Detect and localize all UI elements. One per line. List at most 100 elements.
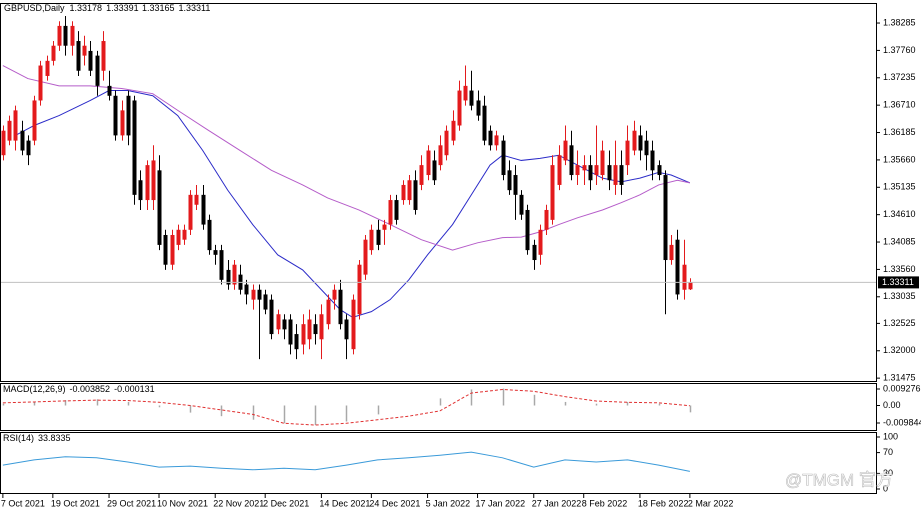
y-tick-label: 1.34085: [883, 236, 916, 246]
candle-body: [682, 264, 687, 290]
candle-body: [282, 319, 287, 330]
open-value: 1.33178: [70, 3, 103, 13]
candle-body: [388, 200, 393, 225]
x-tick-label: 19 Oct 2021: [51, 498, 100, 508]
last-price-tag: [878, 276, 919, 289]
candle-body: [613, 165, 618, 185]
candle-body: [269, 299, 274, 335]
candle-body: [13, 110, 18, 141]
candle-body: [251, 289, 256, 300]
y-tick-label: 1.35135: [883, 182, 916, 192]
candle-body: [319, 314, 324, 340]
x-tick-label: 5 Jan 2022: [426, 498, 471, 508]
candle-body: [544, 209, 549, 230]
x-tick-label: 14 Dec 2021: [319, 498, 370, 508]
y-tick-label: 1.36710: [883, 100, 916, 110]
candle-body: [219, 250, 224, 280]
candle-body: [482, 105, 487, 141]
price-header: GBPUSD,Daily 1.33178 1.33391 1.33165 1.33311: [4, 3, 210, 13]
x-tick-label: 7 Oct 2021: [1, 498, 45, 508]
candle-body: [51, 45, 56, 61]
candle-body: [332, 289, 337, 300]
x-tick-label: 2 Dec 2021: [263, 498, 309, 508]
candle-body: [550, 165, 555, 220]
y-tick-label: 1.37760: [883, 45, 916, 55]
candle-body: [120, 110, 125, 136]
close-value: 1.33311: [178, 3, 210, 13]
candle-body: [675, 239, 680, 295]
x-tick-label: 10 Nov 2021: [157, 498, 208, 508]
macd-title: MACD(12,26,9): [3, 384, 66, 394]
candle-body: [82, 45, 87, 56]
y-tick-label: 1.32525: [883, 318, 916, 328]
y-tick-label: 1.31475: [883, 373, 916, 383]
candle-body: [569, 145, 574, 176]
candle-body: [138, 180, 143, 201]
y-tick-label: 1.38285: [883, 17, 916, 27]
y-tick-label: 30: [883, 468, 893, 478]
candle-body: [163, 234, 168, 265]
y-tick-label: 1.35660: [883, 154, 916, 164]
candle-body: [176, 229, 181, 245]
candle-body: [88, 50, 93, 71]
rsi-title: RSI(14): [3, 433, 34, 443]
candle-body: [213, 250, 218, 255]
macd-header: MACD(12,26,9) -0.003852 -0.000131: [3, 384, 155, 394]
x-tick-label: 22 Nov 2021: [213, 498, 264, 508]
last-price-label: 1.33311: [882, 277, 914, 287]
x-tick-label: 2 Mar 2022: [688, 498, 734, 508]
moving-average: [2, 65, 690, 251]
y-tick-label: 1.33035: [883, 291, 916, 301]
candle-body: [382, 224, 387, 230]
candle-body: [563, 140, 568, 161]
candle-body: [20, 130, 25, 151]
y-tick-label: 1.33560: [883, 264, 916, 274]
candle-body: [650, 150, 655, 171]
candle-body: [244, 284, 249, 295]
rsi-panel: [0, 432, 877, 494]
candle-body: [600, 150, 605, 176]
candle-body: [132, 100, 137, 195]
watermark-text: @TMGM 官方: [785, 470, 893, 489]
candle-body: [288, 319, 293, 345]
candle-body: [401, 184, 406, 201]
candle-body: [32, 100, 37, 141]
candle-body: [575, 165, 580, 176]
watermark-icon: [782, 472, 800, 490]
y-tick-label: 0: [883, 483, 888, 493]
candle-body: [363, 239, 368, 275]
macd-value: -0.003852: [70, 384, 111, 394]
candle-body: [1, 130, 6, 156]
candle-body: [532, 244, 537, 261]
candle-body: [38, 65, 43, 101]
x-tick-label: 27 Jan 2022: [532, 498, 582, 508]
candle-body: [638, 135, 643, 151]
price-panel: [0, 3, 877, 382]
candle-body: [232, 264, 237, 285]
candle-body: [182, 229, 187, 240]
candle-body: [26, 140, 31, 156]
candle-body: [407, 180, 412, 201]
candle-body: [632, 130, 637, 151]
candle-body: [70, 25, 75, 46]
x-tick-label: 8 Feb 2022: [582, 498, 628, 508]
candle-body: [276, 314, 281, 330]
candle-body: [76, 41, 81, 71]
candle-body: [344, 319, 349, 340]
candle-body: [463, 85, 468, 101]
candle-body: [294, 334, 299, 350]
y-tick-label: -0.009844: [883, 417, 921, 427]
candle-body: [7, 120, 12, 141]
candle-body: [457, 90, 462, 126]
candle-body: [263, 294, 268, 310]
candle-body: [201, 194, 206, 225]
y-tick-label: 1.32000: [883, 345, 916, 355]
x-tick-label: 24 Dec 2021: [369, 498, 420, 508]
candle-body: [588, 165, 593, 181]
candle-body: [313, 324, 318, 335]
candle-body: [170, 234, 175, 265]
y-tick-label: 100: [883, 431, 898, 441]
candle-body: [413, 180, 418, 210]
candle-body: [107, 85, 112, 96]
